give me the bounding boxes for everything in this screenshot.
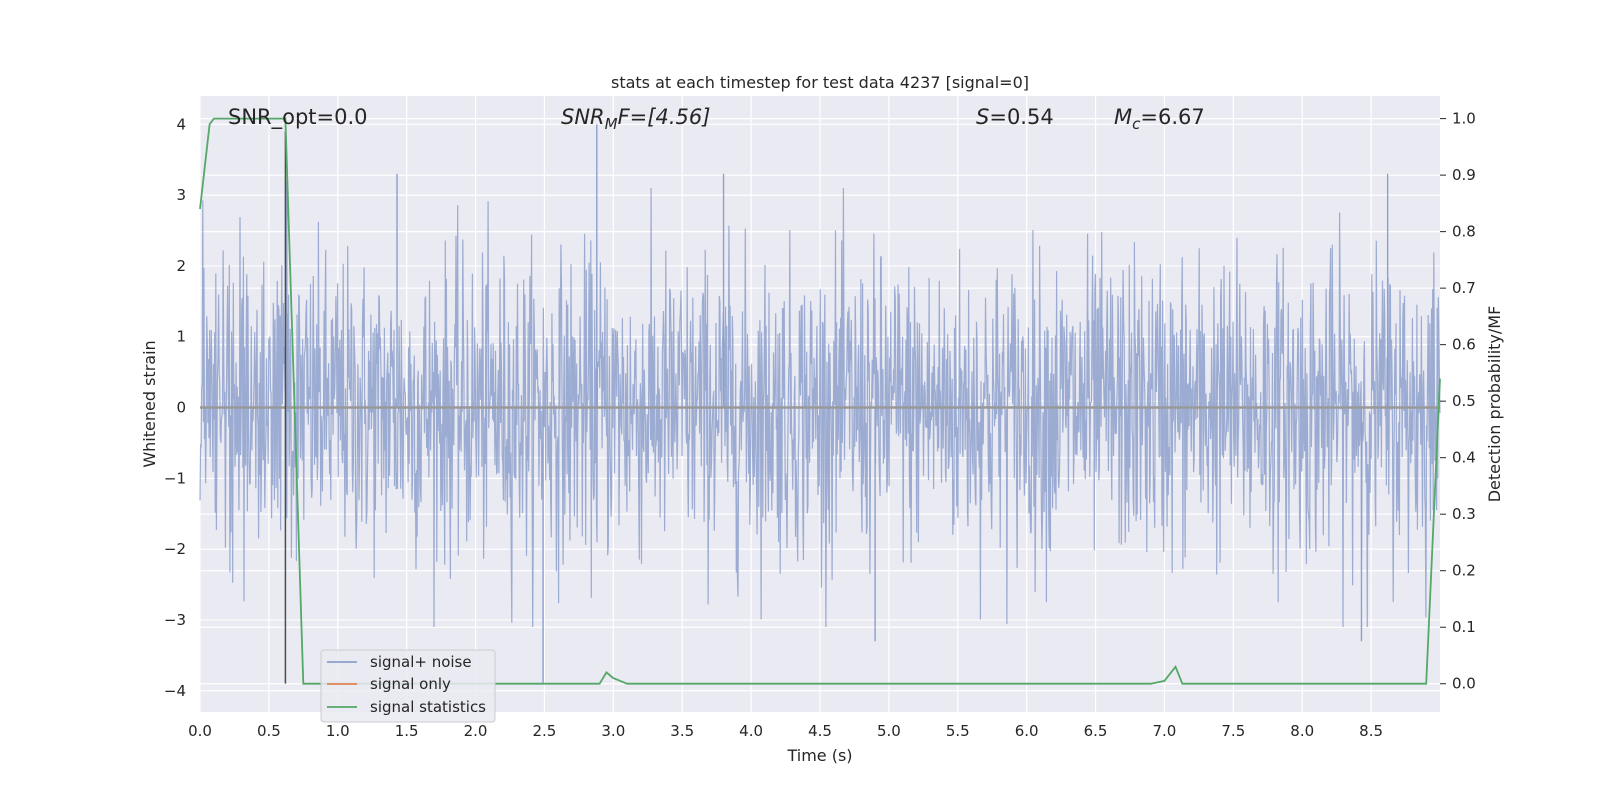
y-axis-left-ticks: 4 3 2 1 0 −1 −2 −3 −4 bbox=[164, 115, 186, 699]
snr-mf-annotation: SNRMF=[4.56] bbox=[561, 105, 710, 133]
y-right-tick-label: 0.2 bbox=[1452, 562, 1476, 580]
y-right-tick-label: 0.9 bbox=[1452, 166, 1476, 184]
noise-series bbox=[199, 124, 1441, 684]
x-tick-label: 3.0 bbox=[601, 722, 625, 740]
x-tick-label: 6.5 bbox=[1084, 722, 1108, 740]
x-tick-label: 3.5 bbox=[670, 722, 694, 740]
stats-series bbox=[199, 117, 1441, 685]
chart-title: stats at each timestep for test data 423… bbox=[611, 73, 1029, 92]
y-right-tick-label: 0.6 bbox=[1452, 336, 1476, 354]
y-axis-right-label: Detection probability/MF bbox=[1485, 306, 1504, 503]
legend-box bbox=[320, 649, 496, 723]
snr-mf-sub: M bbox=[605, 115, 618, 133]
y-right-tick-label: 0.7 bbox=[1452, 279, 1476, 297]
y-left-tick-label: −2 bbox=[164, 540, 186, 558]
x-tick-label: 7.5 bbox=[1221, 722, 1245, 740]
y-right-tick-label: 0.5 bbox=[1452, 392, 1476, 410]
x-tick-label: 0.5 bbox=[257, 722, 281, 740]
y-right-tick-label: 1.0 bbox=[1452, 110, 1476, 128]
x-tick-label: 8.0 bbox=[1290, 722, 1314, 740]
y-left-tick-label: 0 bbox=[176, 399, 186, 417]
legend-label-signal-only: signal only bbox=[370, 675, 451, 693]
legend: signal+ noise signal only signal statist… bbox=[320, 649, 496, 723]
y-left-tick-label: −1 bbox=[164, 469, 186, 487]
y-left-tick-label: 3 bbox=[176, 186, 186, 204]
y-left-tick-label: −3 bbox=[164, 611, 186, 629]
y-right-tick-label: 0.1 bbox=[1452, 618, 1476, 636]
x-tick-label: 1.5 bbox=[395, 722, 419, 740]
mc-var: M bbox=[1114, 105, 1132, 129]
x-axis-ticks: 0.0 0.5 1.0 1.5 2.0 2.5 3.0 3.5 4.0 4.5 5.0 5.5 6.0 6… bbox=[188, 722, 1383, 740]
x-tick-label: 7.0 bbox=[1153, 722, 1177, 740]
y-left-tick-label: −4 bbox=[164, 682, 186, 700]
mc-rest: =6.67 bbox=[1140, 105, 1204, 129]
y-axis-left-label: Whitened strain bbox=[140, 340, 159, 467]
y-left-tick-label: 2 bbox=[176, 257, 186, 275]
y-axis-right-ticks: 1.0 0.9 0.8 0.7 0.6 0.5 0.4 0.3 0.2 0.1 0.0 bbox=[1440, 110, 1476, 693]
mc-sub: c bbox=[1132, 115, 1141, 133]
x-tick-label: 5.5 bbox=[946, 722, 970, 740]
y-right-tick-label: 0.0 bbox=[1452, 675, 1476, 693]
legend-label-stats: signal statistics bbox=[370, 698, 486, 716]
legend-label-noise: signal+ noise bbox=[370, 653, 472, 671]
s-stat-var: S bbox=[976, 105, 989, 129]
x-tick-label: 2.0 bbox=[464, 722, 488, 740]
y-left-tick-label: 4 bbox=[176, 115, 186, 133]
x-axis-label: Time (s) bbox=[786, 746, 852, 765]
mc-annotation: Mc=6.67 bbox=[1114, 105, 1205, 133]
s-stat-rest: =0.54 bbox=[989, 105, 1053, 129]
y-right-tick-label: 0.8 bbox=[1452, 223, 1476, 241]
x-tick-label: 5.0 bbox=[877, 722, 901, 740]
x-tick-label: 1.0 bbox=[326, 722, 350, 740]
snr-mf-base: SNR bbox=[561, 105, 605, 129]
snr-opt-annotation: SNR_opt=0.0 bbox=[228, 105, 368, 130]
x-tick-label: 0.0 bbox=[188, 722, 212, 740]
x-tick-label: 4.5 bbox=[808, 722, 832, 740]
x-tick-label: 4.0 bbox=[739, 722, 763, 740]
stats-line bbox=[199, 117, 1441, 685]
noise-line bbox=[199, 187, 1441, 628]
x-tick-label: 2.5 bbox=[533, 722, 557, 740]
x-tick-label: 6.0 bbox=[1015, 722, 1039, 740]
x-tick-label: 8.5 bbox=[1359, 722, 1383, 740]
snr-mf-rest: F=[4.56] bbox=[618, 105, 711, 129]
s-stat-annotation: S=0.54 bbox=[976, 105, 1054, 129]
y-right-tick-label: 0.4 bbox=[1452, 449, 1476, 467]
y-right-tick-label: 0.3 bbox=[1452, 505, 1476, 523]
y-left-tick-label: 1 bbox=[176, 328, 186, 346]
